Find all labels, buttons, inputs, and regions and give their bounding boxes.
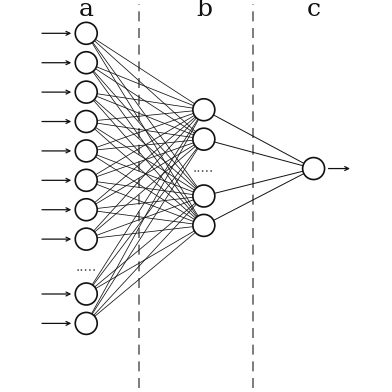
Circle shape [75,169,97,191]
Circle shape [75,111,97,132]
Circle shape [75,22,97,44]
Text: .....: ..... [76,260,97,274]
Circle shape [75,199,97,221]
Circle shape [193,128,215,150]
Text: b: b [196,0,212,21]
Text: .....: ..... [193,161,214,175]
Circle shape [193,99,215,121]
Circle shape [193,214,215,236]
Circle shape [75,312,97,334]
Circle shape [303,158,325,180]
Circle shape [75,283,97,305]
Circle shape [75,140,97,162]
Circle shape [75,81,97,103]
Text: a: a [79,0,94,21]
Circle shape [75,228,97,250]
Text: c: c [307,0,321,21]
Circle shape [193,185,215,207]
Circle shape [75,52,97,74]
